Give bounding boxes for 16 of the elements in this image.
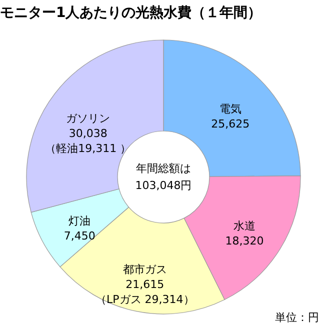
data-label: 7,450 bbox=[64, 230, 96, 243]
data-label: 25,625 bbox=[211, 118, 250, 131]
text: 年間総額は bbox=[136, 162, 191, 175]
slice-label: 都市ガス bbox=[122, 263, 167, 276]
slice-label: 灯油 bbox=[68, 214, 91, 228]
data-label: 30,038 bbox=[68, 127, 108, 140]
slice-label: 電気 bbox=[219, 102, 242, 116]
text: （軽油19,311 ） bbox=[45, 142, 132, 156]
text: 103,048円 bbox=[135, 179, 192, 192]
data-label: 21,615 bbox=[126, 278, 164, 292]
slice-label: ガソリン bbox=[66, 112, 110, 126]
chart-title: モニター1人あたりの光熱水費（１年間） bbox=[0, 5, 262, 21]
data-label: 18,320 bbox=[225, 234, 264, 248]
text: （LPガス 29,314） bbox=[96, 293, 194, 306]
text: 単位：円 bbox=[275, 311, 319, 324]
slice-label: 水道 bbox=[233, 220, 256, 233]
